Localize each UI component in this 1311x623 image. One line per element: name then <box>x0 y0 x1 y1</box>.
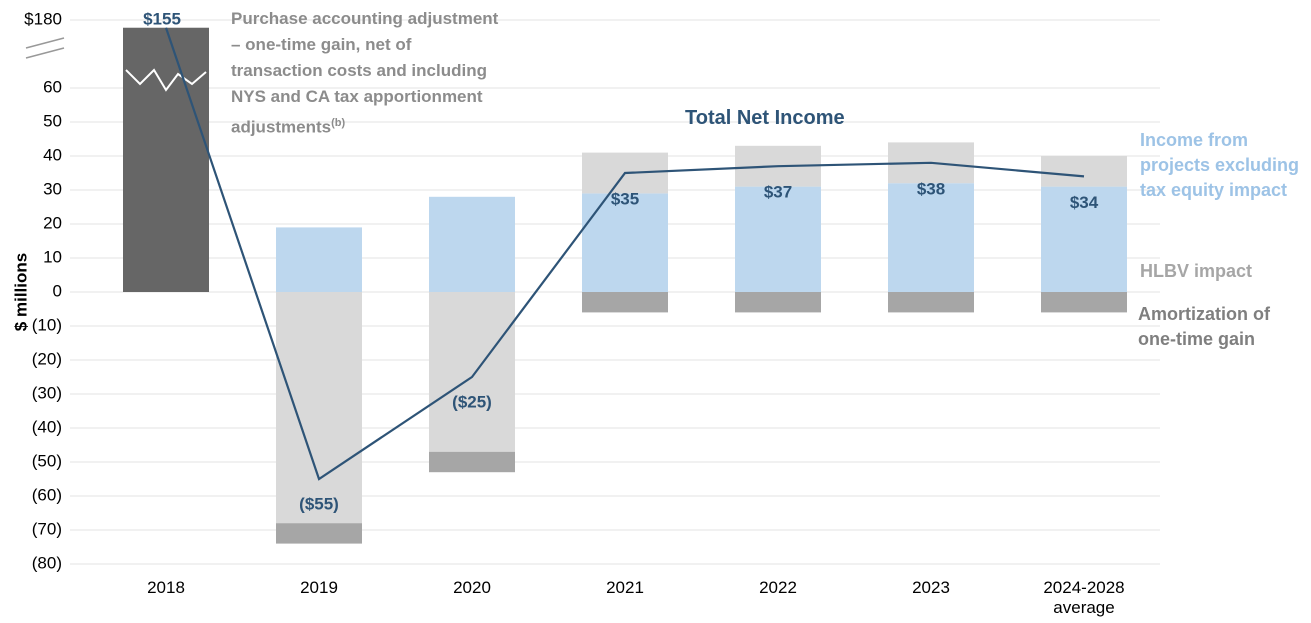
bar-segment <box>582 292 668 313</box>
y-tick-label: (80) <box>32 553 62 572</box>
y-tick-label: (70) <box>32 519 62 538</box>
data-label: $34 <box>1070 193 1099 212</box>
bar-segment <box>429 451 515 473</box>
x-tick-label: 2023 <box>912 578 950 597</box>
footnote-mark: (b) <box>331 117 346 129</box>
x-tick-label: 2021 <box>606 578 644 597</box>
y-axis-label: $ millions <box>11 253 30 331</box>
bar-segment <box>429 196 515 292</box>
data-label: $155 <box>143 9 181 28</box>
data-label: ($55) <box>299 494 339 513</box>
axis-break-mark <box>25 37 65 49</box>
bar-segment <box>276 523 362 544</box>
axis-break-mark <box>25 47 65 59</box>
y-tick-label: 20 <box>43 213 62 232</box>
net-income-line <box>164 27 1085 481</box>
y-tick-label: (50) <box>32 451 62 470</box>
y-tick-label: $180 <box>24 9 62 28</box>
x-tick-label: 2024-2028 average <box>1043 578 1125 617</box>
bar-segment <box>276 292 362 524</box>
legend-text: HLBV impact <box>1140 261 1253 281</box>
bar-segment <box>276 227 362 292</box>
bar-segment <box>1041 156 1127 187</box>
y-tick-label: (60) <box>32 485 62 504</box>
y-tick-label: 30 <box>43 179 62 198</box>
bar-break <box>125 68 207 92</box>
line-name: Total Net Income <box>685 107 845 129</box>
legend-text: Income from projects excluding tax equit… <box>1140 130 1300 200</box>
data-label: $35 <box>611 189 639 208</box>
y-tick-label: (40) <box>32 417 62 436</box>
bar-segment <box>123 27 209 293</box>
bar-segment <box>735 292 821 313</box>
y-tick-label: 50 <box>43 111 62 130</box>
bar-segment <box>888 292 974 313</box>
y-tick-label: (20) <box>32 349 62 368</box>
bar-segment <box>1041 292 1127 313</box>
bar-segment <box>429 292 515 452</box>
legend-label: Amortization of one-time gain <box>1138 302 1308 352</box>
y-tick-label: (10) <box>32 315 62 334</box>
y-tick-label: 60 <box>43 77 62 96</box>
y-tick-label: 40 <box>43 145 62 164</box>
legend-label: HLBV impact <box>1140 259 1305 284</box>
y-tick-label: 0 <box>53 281 62 300</box>
x-tick-label: 2022 <box>759 578 797 597</box>
x-tick-label: 2018 <box>147 578 185 597</box>
bar-segment <box>888 183 974 292</box>
legend-text: Amortization of one-time gain <box>1138 304 1270 349</box>
x-tick-label: 2019 <box>300 578 338 597</box>
legend-label: Income from projects excluding tax equit… <box>1140 128 1305 203</box>
data-label: ($25) <box>452 392 492 411</box>
legend-label: Purchase accounting adjustment – one-tim… <box>231 6 506 141</box>
bar-segment <box>735 186 821 292</box>
y-tick-label: 10 <box>43 247 62 266</box>
legend-text: Purchase accounting adjustment – one-tim… <box>231 9 499 137</box>
bar-segment <box>1041 186 1127 292</box>
x-tick-label: 2020 <box>453 578 491 597</box>
data-label: $38 <box>917 179 945 198</box>
y-tick-label: (30) <box>32 383 62 402</box>
data-label: $37 <box>764 183 792 202</box>
